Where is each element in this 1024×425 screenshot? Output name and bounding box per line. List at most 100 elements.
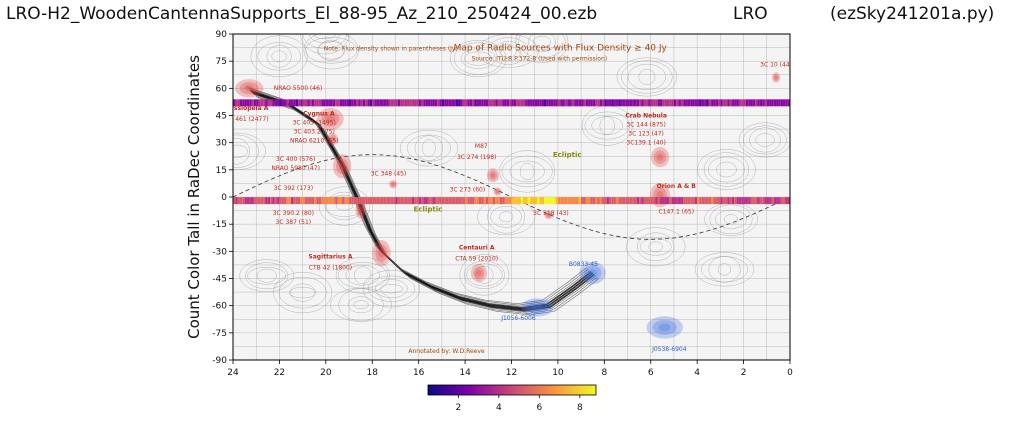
intensity-cell-series-0 <box>430 99 433 107</box>
intensity-cell-series-0 <box>574 99 577 107</box>
intensity-cell-series-0 <box>448 99 452 107</box>
intensity-cell-series-1 <box>291 197 294 205</box>
contour-ring <box>278 276 327 309</box>
intensity-cell-series-0 <box>629 99 633 107</box>
intensity-cell-series-0 <box>323 99 326 107</box>
intensity-cell-series-0 <box>332 99 336 107</box>
intensity-cell-series-1 <box>235 197 238 205</box>
radio-source-red <box>358 206 363 213</box>
intensity-cell-series-1 <box>383 197 387 205</box>
intensity-cell-series-0 <box>274 99 278 107</box>
intensity-cell-series-1 <box>270 197 273 205</box>
contour-ring <box>707 156 745 183</box>
contour-ring <box>453 42 503 75</box>
intensity-cell-series-0 <box>590 99 593 107</box>
intensity-cell-series-0 <box>776 99 779 107</box>
contour-ring <box>501 155 553 188</box>
intensity-cell-series-1 <box>504 197 507 205</box>
intensity-cell-series-1 <box>451 197 454 205</box>
intensity-cell-series-0 <box>404 99 408 107</box>
intensity-cell-series-0 <box>425 99 428 107</box>
intensity-cell-series-1 <box>423 197 426 205</box>
intensity-cell-series-1 <box>458 197 461 205</box>
intensity-cell-series-0 <box>509 99 512 107</box>
contour-ring <box>703 152 750 187</box>
source-label: Orion A & B <box>657 183 697 190</box>
source-label: Ecliptic <box>414 205 443 213</box>
source-label: Ecliptic <box>553 151 582 159</box>
intensity-cell-series-0 <box>595 99 598 107</box>
intensity-cell-series-0 <box>715 99 719 107</box>
radio-source-blue <box>652 319 677 335</box>
intensity-cell-series-0 <box>344 99 347 107</box>
intensity-cell-series-0 <box>291 99 294 107</box>
contour-ring <box>584 111 630 140</box>
intensity-cell-series-1 <box>646 197 649 205</box>
intensity-cell-series-0 <box>265 99 268 107</box>
intensity-cell-series-0 <box>427 99 431 107</box>
colorbar-tick-label: 4 <box>496 403 502 413</box>
intensity-cell-series-0 <box>743 99 746 107</box>
intensity-cell-series-1 <box>666 197 670 205</box>
intensity-cell-series-0 <box>678 99 681 107</box>
intensity-cell-series-0 <box>687 99 691 107</box>
intensity-cell-series-1 <box>595 197 598 205</box>
source-label: 3C 390.2 (80) <box>273 210 314 217</box>
intensity-cell-series-0 <box>641 99 644 107</box>
intensity-cell-series-0 <box>395 99 398 107</box>
radio-source-labels: Cassiopeia A 3C 461 (2477) NRAO 5500 (46) C… <box>233 43 790 354</box>
intensity-cell-series-1 <box>537 197 540 205</box>
intensity-cell-series-1 <box>465 197 468 205</box>
radio-source-red <box>650 146 670 168</box>
intensity-cell-series-0 <box>778 99 781 107</box>
contour-ring <box>716 161 737 178</box>
intensity-cell-series-1 <box>506 197 510 205</box>
intensity-cell-series-0 <box>325 99 329 107</box>
source-label: Centauri A <box>459 245 495 252</box>
intensity-cell-series-1 <box>690 197 693 205</box>
intensity-cell-series-1 <box>356 197 359 205</box>
intensity-cell-series-0 <box>525 99 528 107</box>
intensity-cell-series-0 <box>564 99 568 107</box>
y-tick-label: -90 <box>212 356 227 366</box>
intensity-cell-series-1 <box>641 197 644 205</box>
contour-ring <box>317 39 345 61</box>
intensity-cell-series-0 <box>335 99 338 107</box>
intensity-cell-series-0 <box>620 99 623 107</box>
intensity-cell-series-0 <box>602 99 605 107</box>
contour-ring <box>375 279 408 299</box>
intensity-cell-series-1 <box>374 197 377 205</box>
intensity-cell-series-0 <box>597 99 600 107</box>
radio-source-red <box>239 82 259 95</box>
radio-source-red <box>547 213 551 217</box>
intensity-cell-series-0 <box>465 99 468 107</box>
intensity-cell-series-1 <box>525 197 528 205</box>
y-tick-label: 60 <box>216 84 228 94</box>
intensity-cell-series-1 <box>386 197 389 205</box>
contour-ring <box>639 238 672 256</box>
contour-ring <box>475 265 494 284</box>
intensity-cell-series-1 <box>553 197 556 205</box>
intensity-cell-series-1 <box>720 197 723 205</box>
intensity-cell-series-1 <box>467 197 470 205</box>
intensity-cell-series-1 <box>764 197 767 205</box>
intensity-cell-series-0 <box>490 99 493 107</box>
contour-ring <box>515 34 569 63</box>
contour-ring <box>303 34 359 70</box>
intensity-cell-series-1 <box>669 197 672 205</box>
intensity-cell-series-1 <box>472 197 475 205</box>
intensity-cell-series-0 <box>722 99 726 107</box>
intensity-cell-series-1 <box>277 197 280 205</box>
intensity-cell-series-1 <box>474 197 477 205</box>
intensity-cell-series-1 <box>460 197 463 205</box>
radio-source-red <box>235 79 264 98</box>
intensity-cell-series-0 <box>662 99 665 107</box>
intensity-cell-series-0 <box>704 99 707 107</box>
intensity-cell-series-0 <box>383 99 387 107</box>
source-label: 3C 400 (576) <box>276 156 315 163</box>
intensity-cell-series-0 <box>358 99 361 107</box>
intensity-cell-series-0 <box>690 99 693 107</box>
intensity-cell-series-0 <box>374 99 377 107</box>
intensity-cell-series-1 <box>734 197 737 205</box>
intensity-cell-series-1 <box>557 197 561 205</box>
